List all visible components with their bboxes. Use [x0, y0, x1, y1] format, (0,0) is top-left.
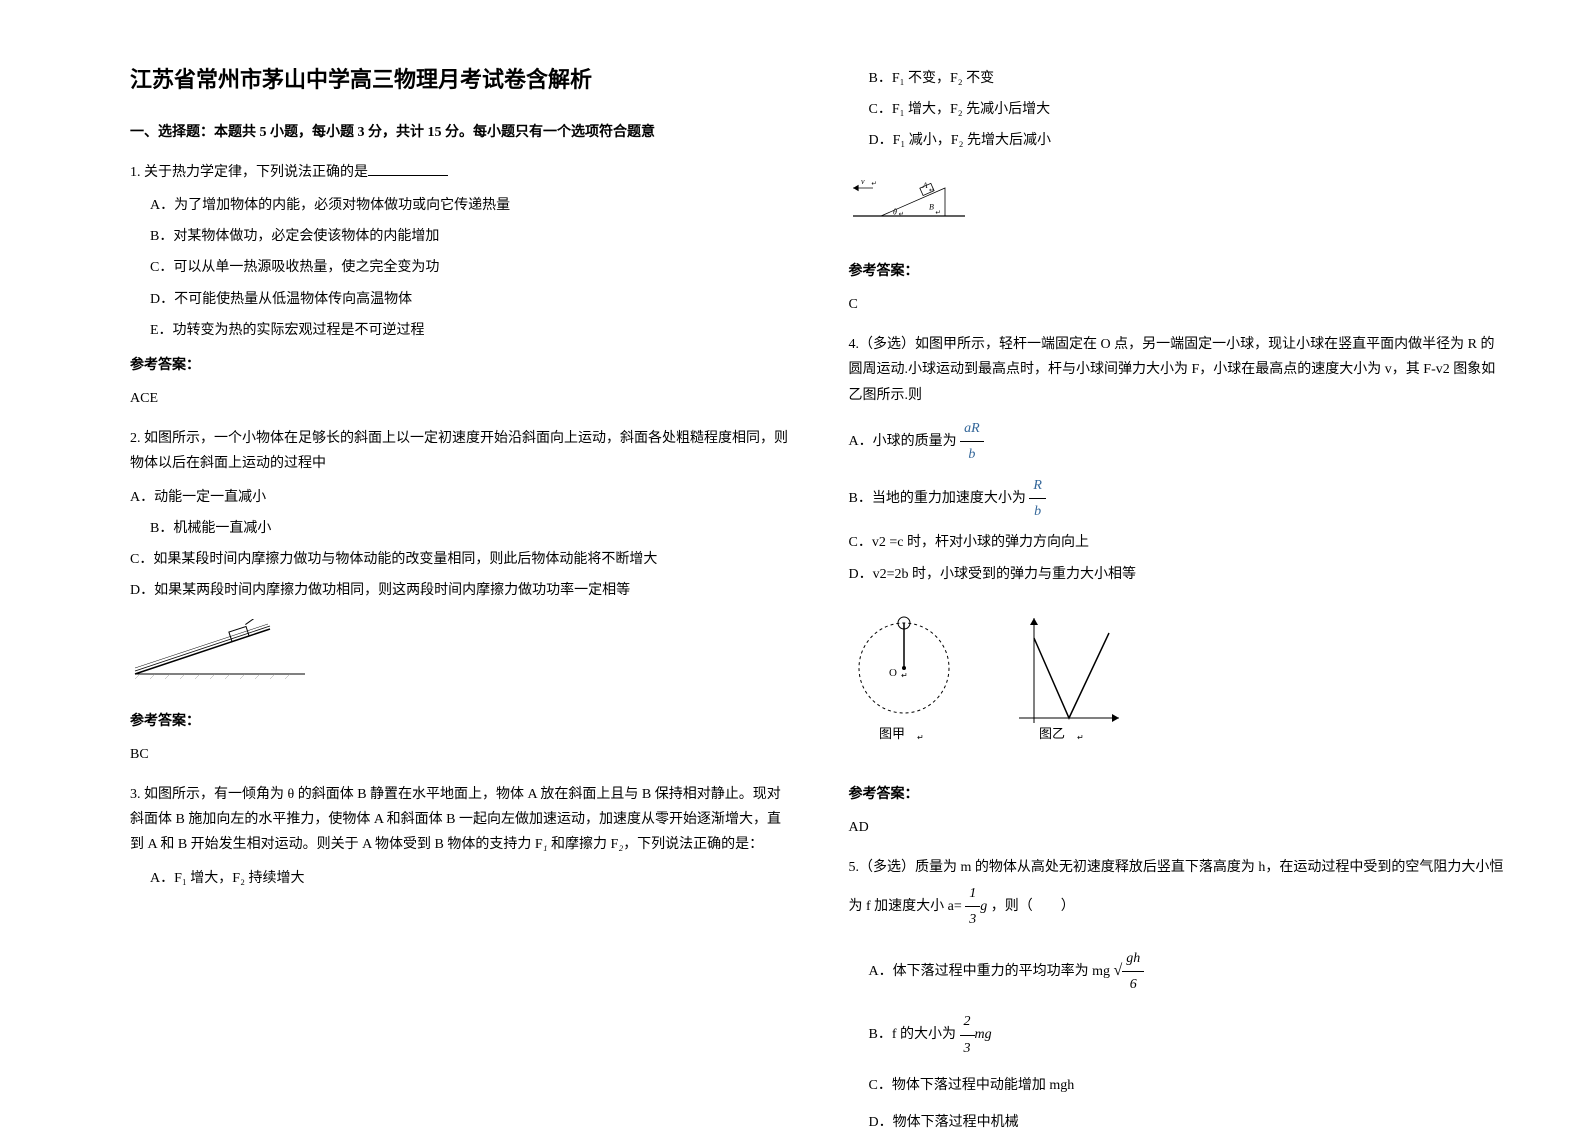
q5-stem: 5.（多选）质量为 m 的物体从高处无初速度释放后竖直下落高度为 h，在运动过程… [849, 860, 1504, 913]
q3-option-c: C．F₁ 增大，F₂ 先减小后增大 [869, 97, 1508, 122]
q4-svg: O ↵ 图甲 ↵ 图乙 ↵ [849, 608, 1129, 748]
svg-text:↵: ↵ [898, 211, 903, 218]
q4-a-formula: aRb [960, 416, 984, 467]
q3-answer-label: 参考答案： [849, 259, 1508, 284]
question-4: 4.（多选）如图甲所示，轻杆一端固定在 O 点，另一端固定一小球，现让小球在竖直… [849, 332, 1508, 840]
q5-option-b: B．f 的大小为 23mg [869, 1009, 1132, 1060]
incline-svg [130, 619, 310, 679]
q4-diagram: O ↵ 图甲 ↵ 图乙 ↵ [849, 593, 1508, 772]
question-3-cont: B．F₁ 不变，F₂ 不变 C．F₁ 增大，F₂ 先减小后增大 D．F₁ 减小，… [849, 66, 1508, 317]
q2-option-a: A．动能一定一直减小 [130, 485, 789, 510]
q1-answer: ACE [130, 386, 789, 411]
q2-option-b: B．机械能一直减小 [150, 516, 789, 541]
svg-text:↵: ↵ [1077, 733, 1084, 742]
question-2: 2. 如图所示，一个小物体在足够长的斜面上以一定初速度开始沿斜面向上运动，斜面各… [130, 426, 789, 767]
q5-b-formula: 23 [960, 1009, 975, 1060]
q4-option-c: C．v2 =c 时，杆对小球的弹力方向向上 [849, 530, 1508, 555]
q1-stem: 1. 关于热力学定律，下列说法正确的是 [130, 165, 368, 180]
q4-option-b: B．当地的重力加速度大小为 Rb [849, 473, 1508, 524]
wedge-diagram: A B θ v ↵ ↵ ↵ ↵ [849, 160, 1508, 249]
q5-b-prefix: B．f 的大小为 [869, 1027, 957, 1042]
svg-text:↵: ↵ [917, 733, 924, 742]
q3-option-a: A．F₁ 增大，F₂ 持续增大 [150, 866, 789, 891]
svg-text:B: B [929, 202, 934, 211]
q3-text: 3. 如图所示，有一倾角为 θ 的斜面体 B 静置在水平地面上，物体 A 放在斜… [130, 782, 789, 858]
svg-text:↵: ↵ [929, 187, 934, 194]
q5-stem-2: ，则（ ） [991, 898, 1075, 913]
q1-text: 1. 关于热力学定律，下列说法正确的是 [130, 160, 789, 185]
q4-b-formula: Rb [1029, 473, 1046, 524]
q2-text: 2. 如图所示，一个小物体在足够长的斜面上以一定初速度开始沿斜面向上运动，斜面各… [130, 426, 789, 476]
q5-option-c: C．物体下落过程中动能增加 mgh [869, 1073, 1231, 1098]
svg-text:↵: ↵ [901, 671, 908, 680]
q3-stem-2: 和摩擦力 F [548, 837, 619, 852]
svg-text:θ: θ [893, 207, 897, 216]
svg-text:↵: ↵ [871, 180, 876, 187]
wedge-svg: A B θ v ↵ ↵ ↵ ↵ [849, 175, 969, 225]
q5-text: 5.（多选）质量为 m 的物体从高处无初速度释放后竖直下落高度为 h，在运动过程… [849, 855, 1508, 932]
svg-text:O: O [889, 667, 897, 679]
q4-option-d: D．v2=2b 时，小球受到的弹力与重力大小相等 [849, 562, 1508, 587]
question-5: 5.（多选）质量为 m 的物体从高处无初速度释放后竖直下落高度为 h，在运动过程… [849, 855, 1508, 1141]
left-column: 江苏省常州市茅山中学高三物理月考试卷含解析 一、选择题：本题共 5 小题，每小题… [100, 60, 819, 1092]
q5-a-formula: gh6 [1122, 946, 1144, 997]
svg-text:图乙: 图乙 [1039, 726, 1065, 741]
svg-text:A: A [921, 181, 927, 190]
q2-option-d: D．如果某两段时间内摩擦力做功相同，则这两段时间内摩擦力做功功率一定相等 [130, 578, 789, 603]
question-1: 1. 关于热力学定律，下列说法正确的是 A．为了增加物体的内能，必须对物体做功或… [130, 160, 789, 412]
q5-option-d: D．物体下落过程中机械 [869, 1110, 1132, 1135]
q3-option-d: D．F₁ 减小，F₂ 先增大后减小 [869, 128, 1508, 153]
q1-option-e: E．功转变为热的实际宏观过程是不可逆过程 [150, 318, 789, 343]
svg-text:图甲: 图甲 [879, 726, 905, 741]
q1-option-c: C．可以从单一热源吸收热量，使之完全变为功 [150, 255, 789, 280]
q4-a-prefix: A．小球的质量为 [849, 434, 957, 449]
right-column: B．F₁ 不变，F₂ 不变 C．F₁ 增大，F₂ 先减小后增大 D．F₁ 减小，… [819, 60, 1538, 1092]
q4-answer-label: 参考答案： [849, 782, 1508, 807]
q3-option-b: B．F₁ 不变，F₂ 不变 [869, 66, 1508, 91]
q2-option-c: C．如果某段时间内摩擦力做功与物体动能的改变量相同，则此后物体动能将不断增大 [130, 547, 789, 572]
q1-option-d: D．不可能使热量从低温物体传向高温物体 [150, 287, 789, 312]
svg-text:↵: ↵ [935, 209, 940, 216]
incline-diagram [130, 609, 789, 698]
question-3: 3. 如图所示，有一倾角为 θ 的斜面体 B 静置在水平地面上，物体 A 放在斜… [130, 782, 789, 891]
q2-answer: BC [130, 742, 789, 767]
q3-stem-3: ，下列说法正确的是： [623, 837, 763, 852]
blank-line [368, 175, 448, 176]
q5-formula-a: 13 [965, 881, 980, 932]
q5-a-prefix: A．体下落过程中重力的平均功率为 mg [869, 964, 1111, 979]
q2-answer-label: 参考答案： [130, 709, 789, 734]
q1-option-b: B．对某物体做功，必定会使该物体的内能增加 [150, 224, 789, 249]
page-title: 江苏省常州市茅山中学高三物理月考试卷含解析 [130, 60, 789, 100]
q1-answer-label: 参考答案： [130, 353, 789, 378]
q4-answer: AD [849, 815, 1508, 840]
q4-text: 4.（多选）如图甲所示，轻杆一端固定在 O 点，另一端固定一小球，现让小球在竖直… [849, 332, 1508, 408]
q4-option-a: A．小球的质量为 aRb [849, 416, 1508, 467]
q5-option-a: A．体下落过程中重力的平均功率为 mg √gh6 [869, 946, 1231, 997]
q3-answer: C [849, 292, 1508, 317]
q1-option-a: A．为了增加物体的内能，必须对物体做功或向它传递热量 [150, 193, 789, 218]
q4-b-prefix: B．当地的重力加速度大小为 [849, 491, 1026, 506]
svg-text:v: v [861, 177, 865, 186]
section-header: 一、选择题：本题共 5 小题，每小题 3 分，共计 15 分。每小题只有一个选项… [130, 120, 789, 145]
